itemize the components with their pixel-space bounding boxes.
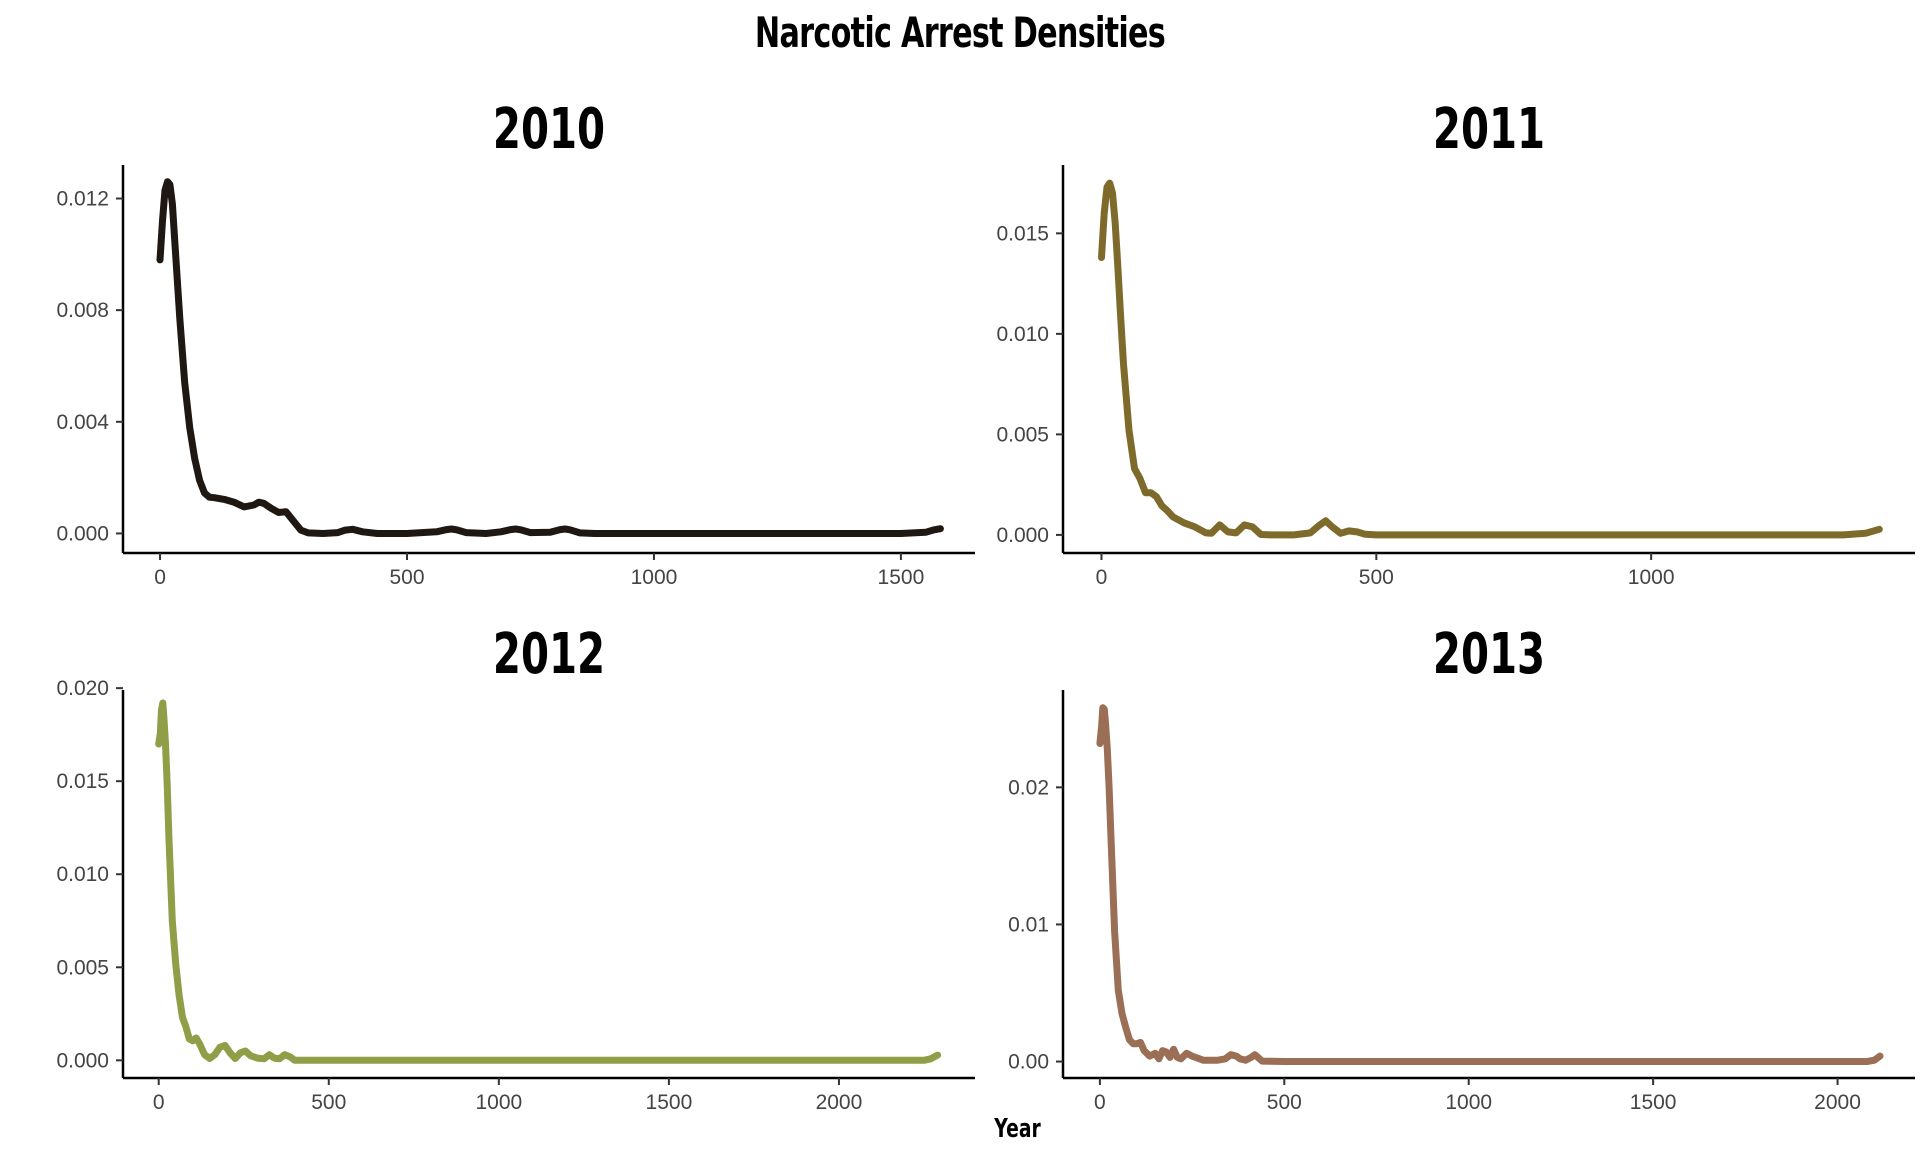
x-tick-label: 0	[1094, 1091, 1106, 1114]
y-tick-label: 0.020	[56, 677, 109, 700]
x-tick-label: 1500	[646, 1091, 693, 1114]
y-tick-label: 0.008	[56, 299, 109, 322]
y-tick-label: 0.015	[996, 222, 1049, 245]
x-tick-label: 1500	[878, 566, 925, 589]
panel-2013: 2013 0 500 1000 1500 2000 0.00 0.01 0.02	[1008, 621, 1915, 1114]
x-tick-label: 1000	[1445, 1091, 1492, 1114]
y-tick-label: 0.012	[56, 187, 109, 210]
density-line-2011	[1098, 179, 1883, 539]
x-tick-label: 0	[153, 1091, 165, 1114]
x-tick-label: 2000	[1814, 1091, 1861, 1114]
y-tick-label: 0.000	[996, 524, 1049, 547]
panel-2011: 2011 0 500 1000 0.000 0.005 0.010 0.015	[996, 96, 1915, 589]
y-tick-label: 0.005	[996, 423, 1049, 446]
x-tick-label: 0	[154, 566, 166, 589]
panel-title: 2011	[1433, 96, 1545, 161]
y-tick-label: 0.005	[56, 956, 109, 979]
panel-title: 2013	[1433, 621, 1545, 686]
panel-2010: 2010 0 500 1000 1500 0.000 0.004 0.008 0.012	[56, 96, 975, 589]
y-tick-label: 0.010	[56, 863, 109, 886]
y-tick-label: 0.004	[56, 411, 109, 434]
x-tick-label: 0	[1096, 566, 1108, 589]
y-tick-label: 0.01	[1008, 913, 1049, 936]
y-tick-label: 0.010	[996, 323, 1049, 346]
panel-title: 2010	[493, 96, 605, 161]
density-line-2010	[156, 178, 944, 537]
x-tick-label: 1500	[1630, 1091, 1677, 1114]
y-tick-label: 0.000	[56, 1049, 109, 1072]
x-tick-label: 500	[311, 1091, 346, 1114]
chart-title: Narcotic Arrest Densities	[754, 8, 1166, 57]
density-line-2013	[1096, 704, 1884, 1065]
x-tick-label: 500	[1267, 1091, 1302, 1114]
y-tick-label: 0.02	[1008, 776, 1049, 799]
x-tick-label: 1000	[475, 1091, 522, 1114]
x-tick-label: 1000	[631, 566, 678, 589]
x-tick-label: 1000	[1628, 566, 1675, 589]
y-tick-label: 0.000	[56, 522, 109, 545]
panel-2012: 2012 0 500 1000 1500 2000 0.000 0.005 0.010 0.015…	[56, 621, 975, 1114]
x-tick-label: 500	[389, 566, 424, 589]
x-tick-label: 2000	[816, 1091, 863, 1114]
y-tick-label: 0.00	[1008, 1051, 1049, 1074]
x-tick-label: 500	[1359, 566, 1394, 589]
panel-title: 2012	[493, 621, 605, 686]
y-tick-label: 0.015	[56, 770, 109, 793]
x-axis-title: Year	[994, 1114, 1041, 1144]
density-line-2012	[155, 699, 942, 1064]
